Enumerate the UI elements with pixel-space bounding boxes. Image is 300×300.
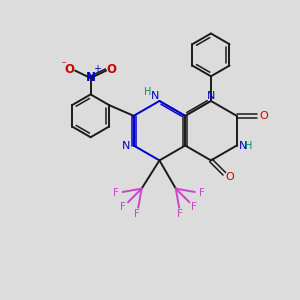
Text: O: O — [225, 172, 234, 182]
Text: H: H — [245, 140, 253, 151]
Text: N: N — [122, 140, 130, 151]
Text: O: O — [259, 111, 268, 121]
Text: F: F — [191, 202, 197, 212]
Text: F: F — [199, 188, 205, 198]
Text: N: N — [85, 71, 96, 84]
Text: -: - — [62, 57, 66, 67]
Text: F: F — [177, 209, 183, 219]
Text: N: N — [207, 91, 215, 100]
Text: F: F — [120, 202, 126, 212]
Text: N: N — [151, 91, 159, 100]
Text: O: O — [106, 63, 116, 76]
Text: H: H — [145, 87, 152, 97]
Text: F: F — [113, 188, 119, 198]
Text: +: + — [93, 64, 101, 74]
Text: O: O — [65, 63, 75, 76]
Text: N: N — [239, 140, 248, 151]
Text: F: F — [134, 209, 140, 219]
